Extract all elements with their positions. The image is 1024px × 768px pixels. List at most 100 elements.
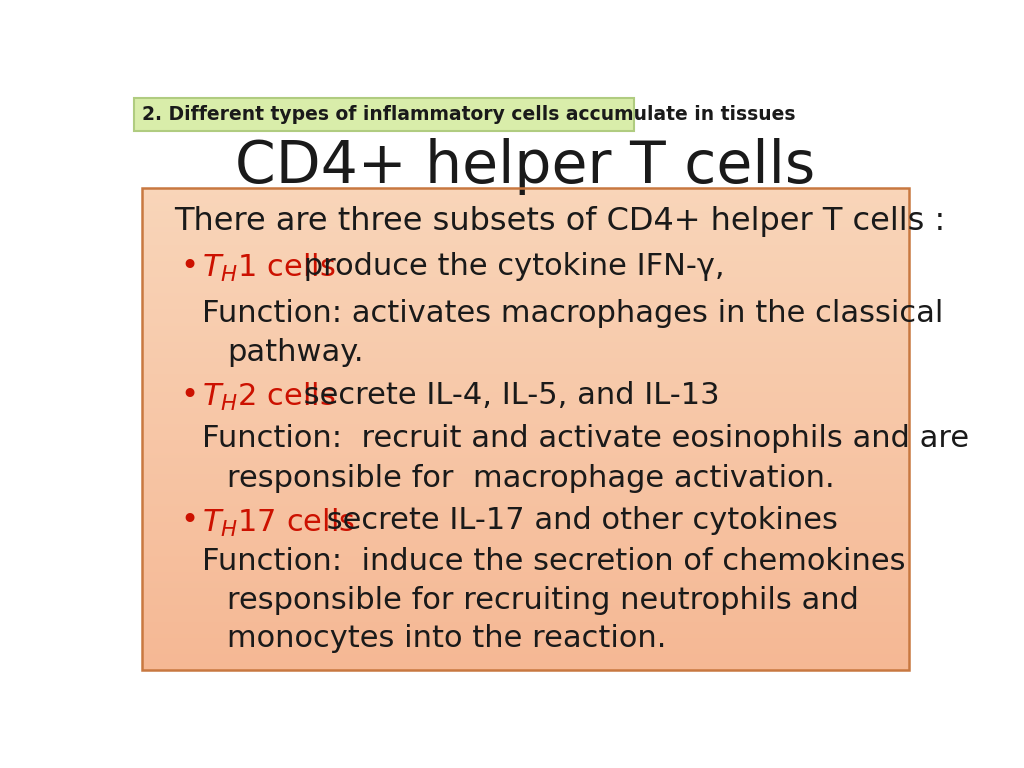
Bar [142, 346, 909, 347]
Bar [142, 636, 909, 637]
Bar [142, 592, 909, 594]
Bar [142, 495, 909, 496]
Bar [142, 374, 909, 376]
Bar [142, 376, 909, 378]
Bar [142, 361, 909, 363]
Bar [142, 411, 909, 413]
Bar [142, 621, 909, 623]
Bar [142, 509, 909, 511]
Text: •: • [180, 381, 199, 410]
Bar [142, 512, 909, 514]
Bar [142, 599, 909, 601]
Bar [142, 333, 909, 334]
Bar [142, 560, 909, 562]
Bar [142, 193, 909, 195]
Bar [142, 362, 909, 365]
Bar [142, 262, 909, 263]
Bar [142, 562, 909, 564]
Bar [142, 639, 909, 641]
Bar [142, 408, 909, 410]
Bar [142, 395, 909, 397]
Bar [142, 594, 909, 596]
Bar [142, 644, 909, 646]
Bar [142, 231, 909, 233]
Text: Function:  recruit and activate eosinophils and are: Function: recruit and activate eosinophi… [203, 424, 970, 453]
Bar [142, 611, 909, 614]
Bar [142, 291, 909, 293]
Bar [142, 440, 909, 442]
Bar [142, 488, 909, 490]
Bar [142, 658, 909, 660]
Bar [142, 247, 909, 250]
Bar [142, 654, 909, 655]
Bar [142, 259, 909, 260]
Bar [142, 443, 909, 445]
Bar [142, 414, 909, 416]
Bar [142, 517, 909, 519]
Bar [142, 390, 909, 392]
Bar [142, 474, 909, 475]
Bar [142, 595, 909, 598]
Bar [142, 244, 909, 247]
Bar [142, 493, 909, 495]
Bar [142, 523, 909, 525]
Bar [142, 278, 909, 280]
Bar [142, 437, 909, 439]
Bar [142, 219, 909, 220]
Text: secrete IL-4, IL-5, and IL-13: secrete IL-4, IL-5, and IL-13 [294, 381, 720, 410]
Bar [142, 449, 909, 452]
Bar [142, 533, 909, 535]
Bar [142, 530, 909, 531]
Bar [142, 405, 909, 406]
Bar [142, 514, 909, 515]
Bar [142, 631, 909, 633]
Bar [142, 334, 909, 336]
Bar [142, 591, 909, 593]
Bar [142, 303, 909, 306]
Bar [142, 252, 909, 254]
Bar [142, 623, 909, 624]
Bar [142, 312, 909, 313]
Bar [142, 289, 909, 291]
Bar [142, 369, 909, 371]
Bar [142, 315, 909, 316]
Bar [142, 201, 909, 203]
Bar [142, 396, 909, 399]
Bar [142, 502, 909, 505]
Bar [142, 545, 909, 546]
Bar [142, 217, 909, 219]
Bar [142, 355, 909, 357]
Bar [142, 365, 909, 366]
Bar [142, 241, 909, 243]
Bar [142, 191, 909, 194]
Bar [142, 648, 909, 650]
Bar [142, 570, 909, 572]
Bar [142, 663, 909, 665]
Bar [142, 584, 909, 586]
Bar [142, 372, 909, 375]
Bar [142, 421, 909, 422]
Bar [142, 468, 909, 471]
Bar [142, 403, 909, 405]
Bar [142, 197, 909, 200]
Bar [142, 336, 909, 338]
Bar [142, 210, 909, 213]
Bar [142, 204, 909, 206]
Bar [142, 555, 909, 558]
Bar [142, 425, 909, 428]
Bar [142, 392, 909, 394]
Bar [142, 324, 909, 326]
Bar [142, 432, 909, 434]
Bar [142, 504, 909, 506]
Bar [142, 190, 909, 192]
Bar [142, 297, 909, 299]
Text: •: • [180, 253, 199, 281]
Text: $T_H$17 cells: $T_H$17 cells [203, 506, 355, 538]
Bar [142, 230, 909, 232]
Bar [142, 608, 909, 611]
Bar [142, 464, 909, 466]
Bar [142, 212, 909, 214]
Bar [142, 452, 909, 455]
Bar [142, 429, 909, 431]
Bar [142, 283, 909, 285]
